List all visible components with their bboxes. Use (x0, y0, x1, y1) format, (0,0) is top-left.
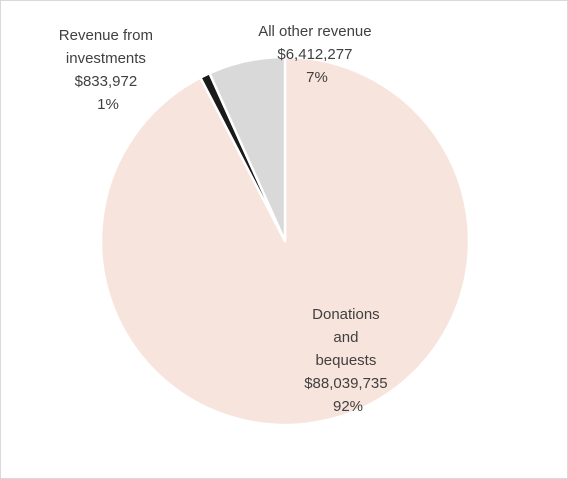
data-label-other: All other revenue $6,412,277 7% (258, 23, 376, 86)
data-label-investments: Revenue from investments $833,972 1% (59, 27, 157, 113)
pie-slices (99, 55, 471, 427)
pie-slice-donations (99, 55, 471, 427)
data-label-donations: Donations and bequests $88,039,735 92% (304, 306, 392, 415)
pie-slice-other (208, 55, 287, 243)
